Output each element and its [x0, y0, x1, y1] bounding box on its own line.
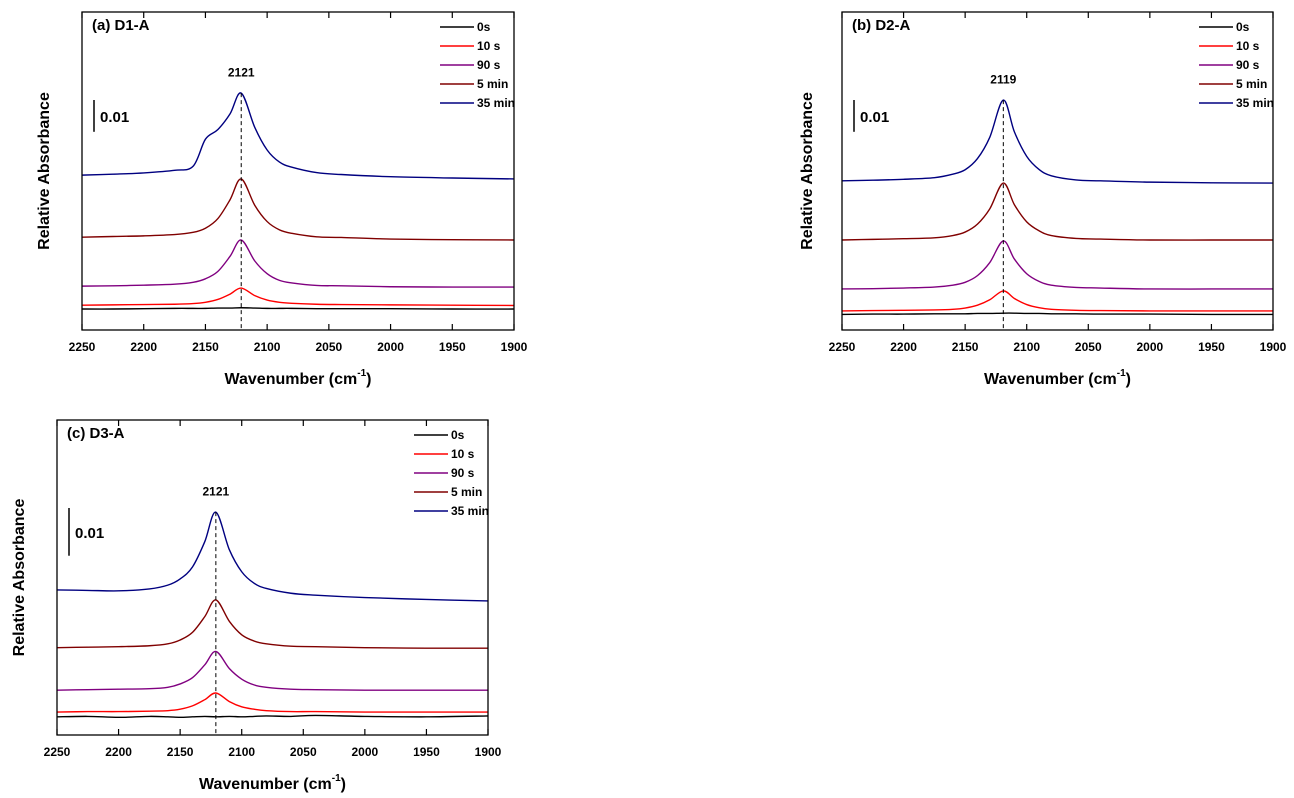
spectrum-line	[841, 240, 1273, 290]
x-tick-label: 2050	[316, 340, 343, 354]
spectrum-line	[841, 312, 1274, 316]
x-tick-label: 2150	[952, 340, 979, 354]
legend-label: 35 min	[1236, 96, 1274, 110]
spectrum-line	[56, 692, 488, 713]
x-tick-label: 1900	[1260, 340, 1287, 354]
x-axis-label-end: )	[341, 776, 346, 793]
spectrum-line	[81, 287, 515, 307]
x-tick-label: 2100	[228, 745, 255, 759]
peak-label: 2121	[228, 65, 255, 79]
panel: 2250 2200 2150 2100 2050 2000 1950 1900 Wavenumb…	[11, 419, 502, 794]
x-tick-label: 1950	[1198, 340, 1225, 354]
x-tick-label: 2100	[1013, 340, 1040, 354]
y-axis-label: Relative Absorbance	[799, 92, 816, 250]
legend-label: 90 s	[451, 466, 475, 480]
spectrum-line	[81, 307, 515, 310]
legend-label: 10 s	[477, 39, 501, 53]
x-tick-label: 2050	[290, 745, 317, 759]
x-axis-label-sup: -1	[1117, 368, 1126, 379]
x-axis-label-main: Wavenumber (cm	[224, 371, 357, 388]
legend-label: 90 s	[477, 58, 501, 72]
x-axis-label-main: Wavenumber (cm	[199, 776, 332, 793]
x-tick-label: 2050	[1075, 340, 1102, 354]
spectrum-line	[841, 182, 1273, 241]
spectrum-line	[841, 99, 1274, 184]
scale-bar-label: 0.01	[860, 109, 889, 126]
spectrum-line	[56, 714, 489, 719]
x-axis-label-sup: -1	[332, 773, 341, 784]
panel: 2250 2200 2150 2100 2050 2000 1950 1900 Wavenumb…	[36, 11, 528, 389]
plot-frame	[56, 419, 489, 736]
scale-bar-label: 0.01	[75, 525, 104, 542]
x-tick-label: 1900	[475, 745, 502, 759]
legend-label: 5 min	[477, 77, 508, 91]
panel-title: (b) D2-A	[852, 17, 910, 34]
plot-frame	[841, 11, 1274, 331]
x-axis-label-sup: -1	[357, 368, 366, 379]
legend-label: 10 s	[451, 447, 475, 461]
legend-label: 5 min	[451, 485, 482, 499]
x-tick-label: 1900	[501, 340, 528, 354]
y-axis-label: Relative Absorbance	[11, 499, 28, 657]
x-tick-label: 2250	[69, 340, 96, 354]
y-axis-label: Relative Absorbance	[36, 92, 53, 250]
x-axis-label: Wavenumber (cm-1)	[224, 368, 371, 389]
x-tick-label: 2200	[890, 340, 917, 354]
peak-label: 2121	[203, 484, 230, 498]
spectrum-line	[81, 178, 515, 241]
legend-label: 0s	[477, 20, 491, 34]
x-tick-label: 2200	[130, 340, 157, 354]
spectrum-line	[81, 92, 515, 180]
x-tick-label: 1950	[413, 745, 440, 759]
spectrum-line	[81, 239, 515, 288]
x-tick-label: 1950	[439, 340, 466, 354]
legend-label: 35 min	[477, 96, 515, 110]
legend-label: 5 min	[1236, 77, 1267, 91]
spectrum-line	[841, 290, 1273, 312]
panel-title: (c) D3-A	[67, 425, 125, 442]
legend-label: 90 s	[1236, 58, 1260, 72]
peak-label: 2119	[990, 72, 1016, 86]
x-axis-label: Wavenumber (cm-1)	[199, 773, 346, 794]
x-axis-label-end: )	[1126, 371, 1131, 388]
x-axis-label: Wavenumber (cm-1)	[984, 368, 1131, 389]
x-tick-label: 2250	[44, 745, 71, 759]
x-axis-label-end: )	[366, 371, 371, 388]
x-tick-label: 2000	[352, 745, 379, 759]
x-tick-label: 2000	[377, 340, 404, 354]
spectrum-line	[56, 511, 489, 602]
scale-bar-label: 0.01	[100, 109, 129, 126]
panel-title: (a) D1-A	[92, 17, 150, 34]
panel: 2250 2200 2150 2100 2050 2000 1950 1900 Wavenumb…	[799, 11, 1287, 389]
x-tick-label: 2150	[167, 745, 194, 759]
x-tick-label: 2250	[829, 340, 856, 354]
spectrum-line	[56, 599, 489, 649]
x-tick-label: 2100	[254, 340, 281, 354]
x-tick-label: 2200	[105, 745, 132, 759]
x-tick-label: 2000	[1137, 340, 1164, 354]
spectrum-line	[56, 650, 489, 691]
legend-label: 0s	[1236, 20, 1250, 34]
legend-label: 35 min	[451, 504, 489, 518]
x-tick-label: 2150	[192, 340, 219, 354]
x-axis-label-main: Wavenumber (cm	[984, 371, 1117, 388]
legend-label: 10 s	[1236, 39, 1260, 53]
legend-label: 0s	[451, 428, 465, 442]
plot-frame	[81, 11, 515, 331]
